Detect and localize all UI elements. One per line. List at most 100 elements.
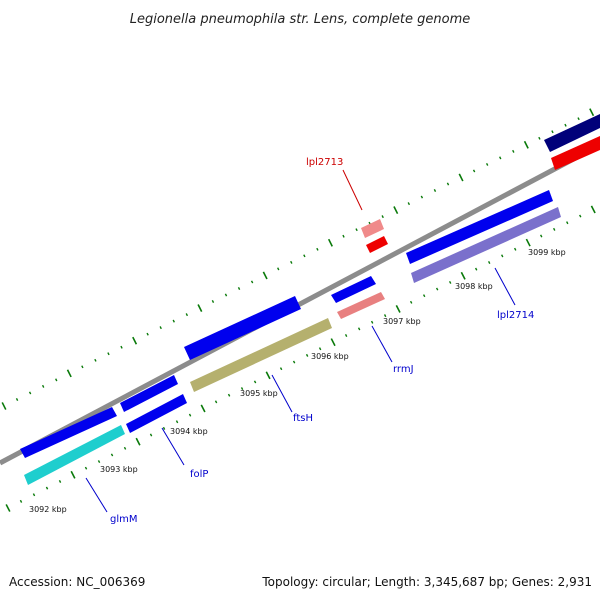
major-tick	[197, 304, 203, 312]
minor-tick	[446, 182, 450, 186]
major-tick	[132, 336, 138, 345]
major-tick	[590, 205, 596, 214]
minor-tick	[162, 426, 166, 430]
gene-lpl2714[interactable]	[411, 207, 561, 283]
major-tick	[66, 369, 72, 378]
gene-label-ftsH[interactable]: ftsH	[293, 413, 313, 424]
minor-tick	[499, 156, 502, 160]
minor-tick	[383, 314, 387, 318]
leader-folP	[161, 427, 185, 466]
scale-label: 3095 kbp	[240, 389, 278, 398]
gene-lpl2713-partner[interactable]	[366, 236, 388, 253]
minor-tick	[250, 280, 254, 284]
scale-label: 3098 kbp	[455, 282, 493, 291]
major-tick	[327, 238, 333, 247]
minor-tick	[551, 130, 554, 134]
gene-forward-5[interactable]	[406, 190, 553, 264]
minor-tick	[107, 352, 110, 356]
minor-tick	[579, 214, 582, 218]
gene-forward-6[interactable]	[544, 114, 600, 152]
leader-rrmJ	[371, 325, 393, 363]
leader-lpl2713	[342, 169, 363, 211]
gene-reverse-6[interactable]	[551, 136, 600, 170]
outer-tick-ring	[1, 108, 595, 410]
minor-tick	[19, 499, 23, 503]
gene-forward-3[interactable]	[184, 296, 301, 360]
gene-label-glmM[interactable]: glmM	[110, 514, 138, 525]
gene-ftsH[interactable]	[190, 318, 332, 392]
gene-folP[interactable]	[126, 394, 187, 433]
scale-label: 3093 kbp	[100, 465, 138, 474]
minor-tick	[512, 149, 515, 153]
minor-tick	[485, 162, 489, 166]
minor-tick	[500, 254, 504, 258]
minor-tick	[553, 227, 556, 231]
leader-lpl2714	[494, 267, 516, 306]
minor-tick	[237, 286, 241, 290]
major-tick	[265, 371, 271, 380]
forward-gene-track	[20, 114, 600, 458]
minor-tick	[538, 136, 541, 140]
gene-label-rrmJ[interactable]: rrmJ	[393, 364, 414, 375]
gene-lpl2713[interactable]	[361, 219, 384, 238]
minor-tick	[15, 397, 19, 401]
minor-tick	[253, 380, 257, 384]
major-tick	[330, 338, 336, 347]
minor-tick	[55, 378, 58, 382]
minor-tick	[279, 367, 283, 371]
major-tick	[1, 402, 7, 410]
accession-text: Accession: NC_006369	[9, 575, 145, 589]
major-tick	[523, 140, 529, 149]
minor-tick	[472, 169, 476, 173]
minor-tick	[45, 486, 49, 490]
map-title: Legionella pneumophila str. Lens, comple…	[130, 12, 471, 27]
gene-forward-1[interactable]	[20, 407, 117, 458]
minor-tick	[474, 267, 478, 271]
gene-glmM[interactable]	[24, 425, 125, 485]
minor-tick	[355, 228, 358, 232]
minor-tick	[370, 320, 374, 324]
major-tick	[200, 404, 206, 413]
minor-tick	[97, 460, 101, 464]
scale-label: 3097 kbp	[383, 317, 421, 326]
major-tick	[395, 305, 401, 313]
minor-tick	[540, 234, 543, 238]
scale-label: 3092 kbp	[29, 505, 67, 514]
gene-label-lpl2714[interactable]: lpl2714	[497, 310, 534, 321]
minor-tick	[409, 300, 413, 304]
major-tick	[135, 437, 141, 446]
minor-tick	[564, 123, 567, 127]
minor-tick	[58, 479, 62, 483]
leader-ftsH	[271, 374, 293, 413]
inner-tick-ring	[5, 205, 596, 512]
major-tick	[460, 271, 466, 280]
minor-tick	[227, 393, 231, 397]
minor-tick	[240, 387, 244, 391]
minor-tick	[433, 189, 437, 193]
minor-tick	[381, 215, 384, 219]
minor-tick	[292, 360, 296, 364]
gene-label-lpl2713[interactable]: lpl2713	[306, 157, 343, 168]
minor-tick	[41, 384, 45, 388]
minor-tick	[303, 254, 306, 258]
minor-tick	[94, 358, 97, 362]
gene-forward-4[interactable]	[331, 276, 376, 303]
scale-label: 3096 kbp	[311, 352, 349, 361]
gene-forward-2[interactable]	[120, 375, 178, 412]
gene-rrmJ[interactable]	[337, 292, 385, 319]
minor-tick	[316, 247, 319, 251]
minor-tick	[149, 433, 153, 437]
minor-tick	[110, 453, 114, 457]
scale-label: 3094 kbp	[170, 427, 208, 436]
minor-tick	[185, 313, 189, 317]
minor-tick	[420, 195, 424, 199]
major-tick	[525, 238, 531, 247]
gene-label-folP[interactable]: folP	[190, 469, 208, 480]
scale-label: 3099 kbp	[528, 248, 566, 257]
genome-backbone	[0, 142, 600, 466]
minor-tick	[120, 345, 123, 349]
major-tick	[393, 206, 399, 215]
minor-tick	[435, 287, 439, 291]
genome-summary-text: Topology: circular; Length: 3,345,687 bp…	[261, 575, 592, 589]
